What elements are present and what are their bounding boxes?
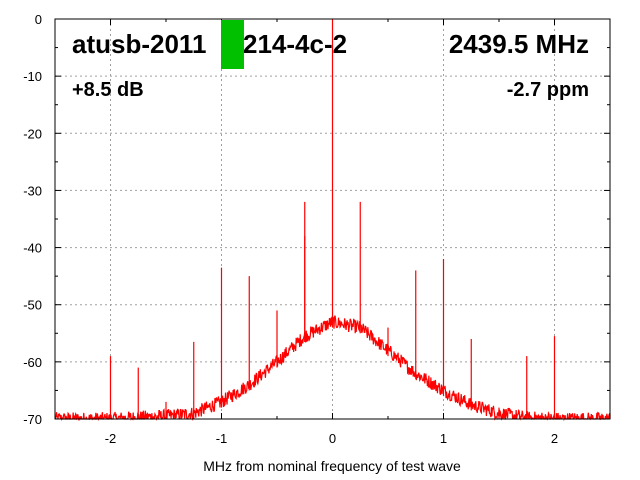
offset-readout: -2.7 ppm	[507, 79, 589, 101]
device-id-tail: 214-4c-2	[243, 29, 347, 59]
y-tick-label: -10	[23, 69, 42, 84]
device-id: atusb-2011	[72, 29, 206, 59]
y-tick-label: -60	[23, 355, 42, 370]
axis-ticks: 0-10-20-30-40-50-60-70-2 -1 0 1 2	[23, 12, 611, 446]
spectrum-series	[54, 19, 611, 422]
y-tick-label: -20	[23, 126, 42, 141]
y-tick-label: -40	[23, 241, 42, 256]
y-tick-label: -30	[23, 183, 42, 198]
x-tick-label: 1	[440, 431, 447, 446]
y-tick-label: 0	[35, 12, 42, 27]
y-tick-label: -50	[23, 298, 42, 313]
y-tick-label: -70	[23, 412, 42, 427]
status-marker	[221, 20, 244, 69]
x-axis-label: MHz from nominal frequency of test wave	[203, 458, 461, 474]
x-tick-label: 2	[551, 431, 558, 446]
plot-frame	[54, 18, 611, 420]
gain-readout: +8.5 dB	[72, 79, 144, 101]
x-tick-label: -1	[216, 431, 228, 446]
x-tick-label: -2	[105, 431, 117, 446]
x-tick-label: 0	[329, 431, 336, 446]
frequency-readout: 2439.5 MHz	[449, 29, 589, 59]
